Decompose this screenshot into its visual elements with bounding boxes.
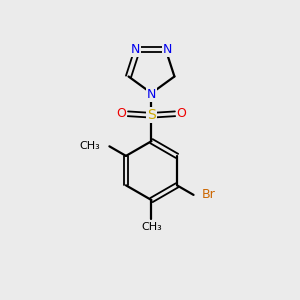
Text: N: N — [163, 43, 172, 56]
Text: O: O — [116, 107, 126, 120]
Text: CH₃: CH₃ — [80, 141, 101, 151]
Text: S: S — [147, 108, 156, 122]
Text: N: N — [130, 43, 140, 56]
Text: N: N — [147, 88, 156, 101]
Text: Br: Br — [202, 188, 215, 201]
Text: O: O — [177, 107, 186, 120]
Text: CH₃: CH₃ — [141, 222, 162, 233]
